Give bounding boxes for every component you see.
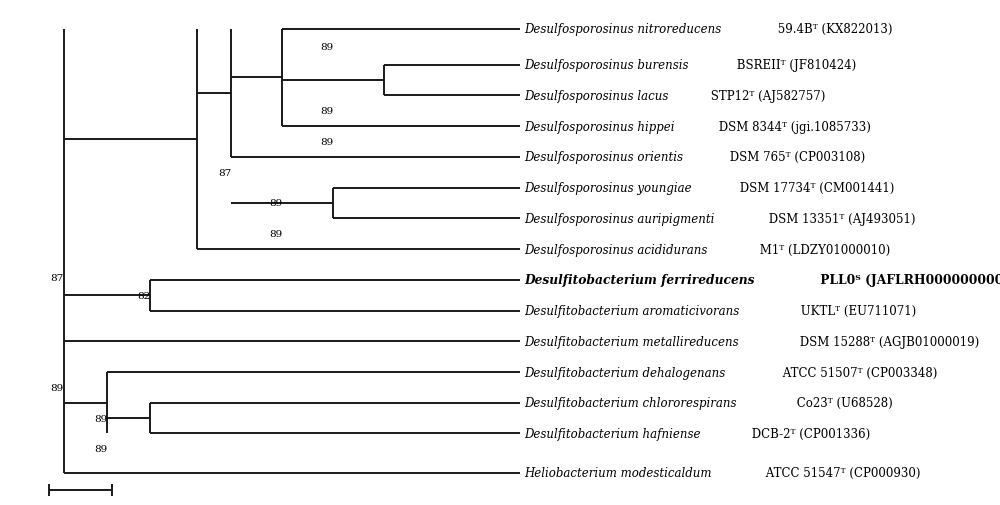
Text: Desulfitobacterium dehalogenans: Desulfitobacterium dehalogenans bbox=[524, 366, 726, 379]
Text: 87: 87 bbox=[218, 168, 231, 177]
Text: Desulfitobacterium ferrireducens: Desulfitobacterium ferrireducens bbox=[524, 274, 755, 287]
Text: 59.4Bᵀ (KX822013): 59.4Bᵀ (KX822013) bbox=[774, 23, 892, 36]
Text: DSM 15288ᵀ (AGJB01000019): DSM 15288ᵀ (AGJB01000019) bbox=[796, 335, 979, 348]
Text: Co23ᵀ (U68528): Co23ᵀ (U68528) bbox=[793, 396, 893, 410]
Text: 89: 89 bbox=[51, 383, 64, 392]
Text: Desulfosporosinus lacus: Desulfosporosinus lacus bbox=[524, 89, 669, 103]
Text: Desulfosporosinus acididurans: Desulfosporosinus acididurans bbox=[524, 243, 708, 256]
Text: DSM 13351ᵀ (AJ493051): DSM 13351ᵀ (AJ493051) bbox=[765, 213, 916, 225]
Text: 89: 89 bbox=[320, 43, 333, 52]
Text: DCB-2ᵀ (CP001336): DCB-2ᵀ (CP001336) bbox=[748, 427, 870, 440]
Text: BSREIIᵀ (JF810424): BSREIIᵀ (JF810424) bbox=[733, 59, 856, 72]
Text: Desulfosporosinus auripigmenti: Desulfosporosinus auripigmenti bbox=[524, 213, 715, 225]
Text: UKTLᵀ (EU711071): UKTLᵀ (EU711071) bbox=[797, 305, 916, 317]
Text: DSM 8344ᵀ (jgi.1085733): DSM 8344ᵀ (jgi.1085733) bbox=[715, 120, 871, 133]
Text: 82: 82 bbox=[137, 291, 150, 300]
Text: Desulfosporosinus youngiae: Desulfosporosinus youngiae bbox=[524, 182, 692, 194]
Text: M1ᵀ (LDZY01000010): M1ᵀ (LDZY01000010) bbox=[756, 243, 891, 256]
Text: Desulfosporosinus hippei: Desulfosporosinus hippei bbox=[524, 120, 675, 133]
Text: Desulfitobacterium chlororespirans: Desulfitobacterium chlororespirans bbox=[524, 396, 737, 410]
Text: Desulfosporosinus nitroreducens: Desulfosporosinus nitroreducens bbox=[524, 23, 722, 36]
Text: DSM 17734ᵀ (CM001441): DSM 17734ᵀ (CM001441) bbox=[736, 182, 895, 194]
Text: 87: 87 bbox=[51, 273, 64, 282]
Text: ATCC 51547ᵀ (CP000930): ATCC 51547ᵀ (CP000930) bbox=[762, 466, 920, 479]
Text: PLL0ᵀ (JAFLRH000000000): PLL0ᵀ (JAFLRH000000000) bbox=[816, 274, 1000, 287]
Text: Desulfitobacterium hafniense: Desulfitobacterium hafniense bbox=[524, 427, 701, 440]
Text: 89: 89 bbox=[269, 230, 282, 239]
Text: 89: 89 bbox=[94, 444, 107, 453]
Text: Heliobacterium modesticaldum: Heliobacterium modesticaldum bbox=[524, 466, 712, 479]
Text: 89: 89 bbox=[94, 414, 107, 423]
Text: Desulfitobacterium metallireducens: Desulfitobacterium metallireducens bbox=[524, 335, 739, 348]
Text: 89: 89 bbox=[320, 107, 333, 116]
Text: Desulfosporosinus burensis: Desulfosporosinus burensis bbox=[524, 59, 689, 72]
Text: DSM 765ᵀ (CP003108): DSM 765ᵀ (CP003108) bbox=[726, 151, 865, 164]
Text: Desulfitobacterium aromaticivorans: Desulfitobacterium aromaticivorans bbox=[524, 305, 740, 317]
Text: 89: 89 bbox=[269, 199, 282, 208]
Text: STP12ᵀ (AJ582757): STP12ᵀ (AJ582757) bbox=[707, 89, 825, 103]
Text: 89: 89 bbox=[320, 138, 333, 146]
Text: Desulfosporosinus orientis: Desulfosporosinus orientis bbox=[524, 151, 684, 164]
Text: ATCC 51507ᵀ (CP003348): ATCC 51507ᵀ (CP003348) bbox=[779, 366, 937, 379]
